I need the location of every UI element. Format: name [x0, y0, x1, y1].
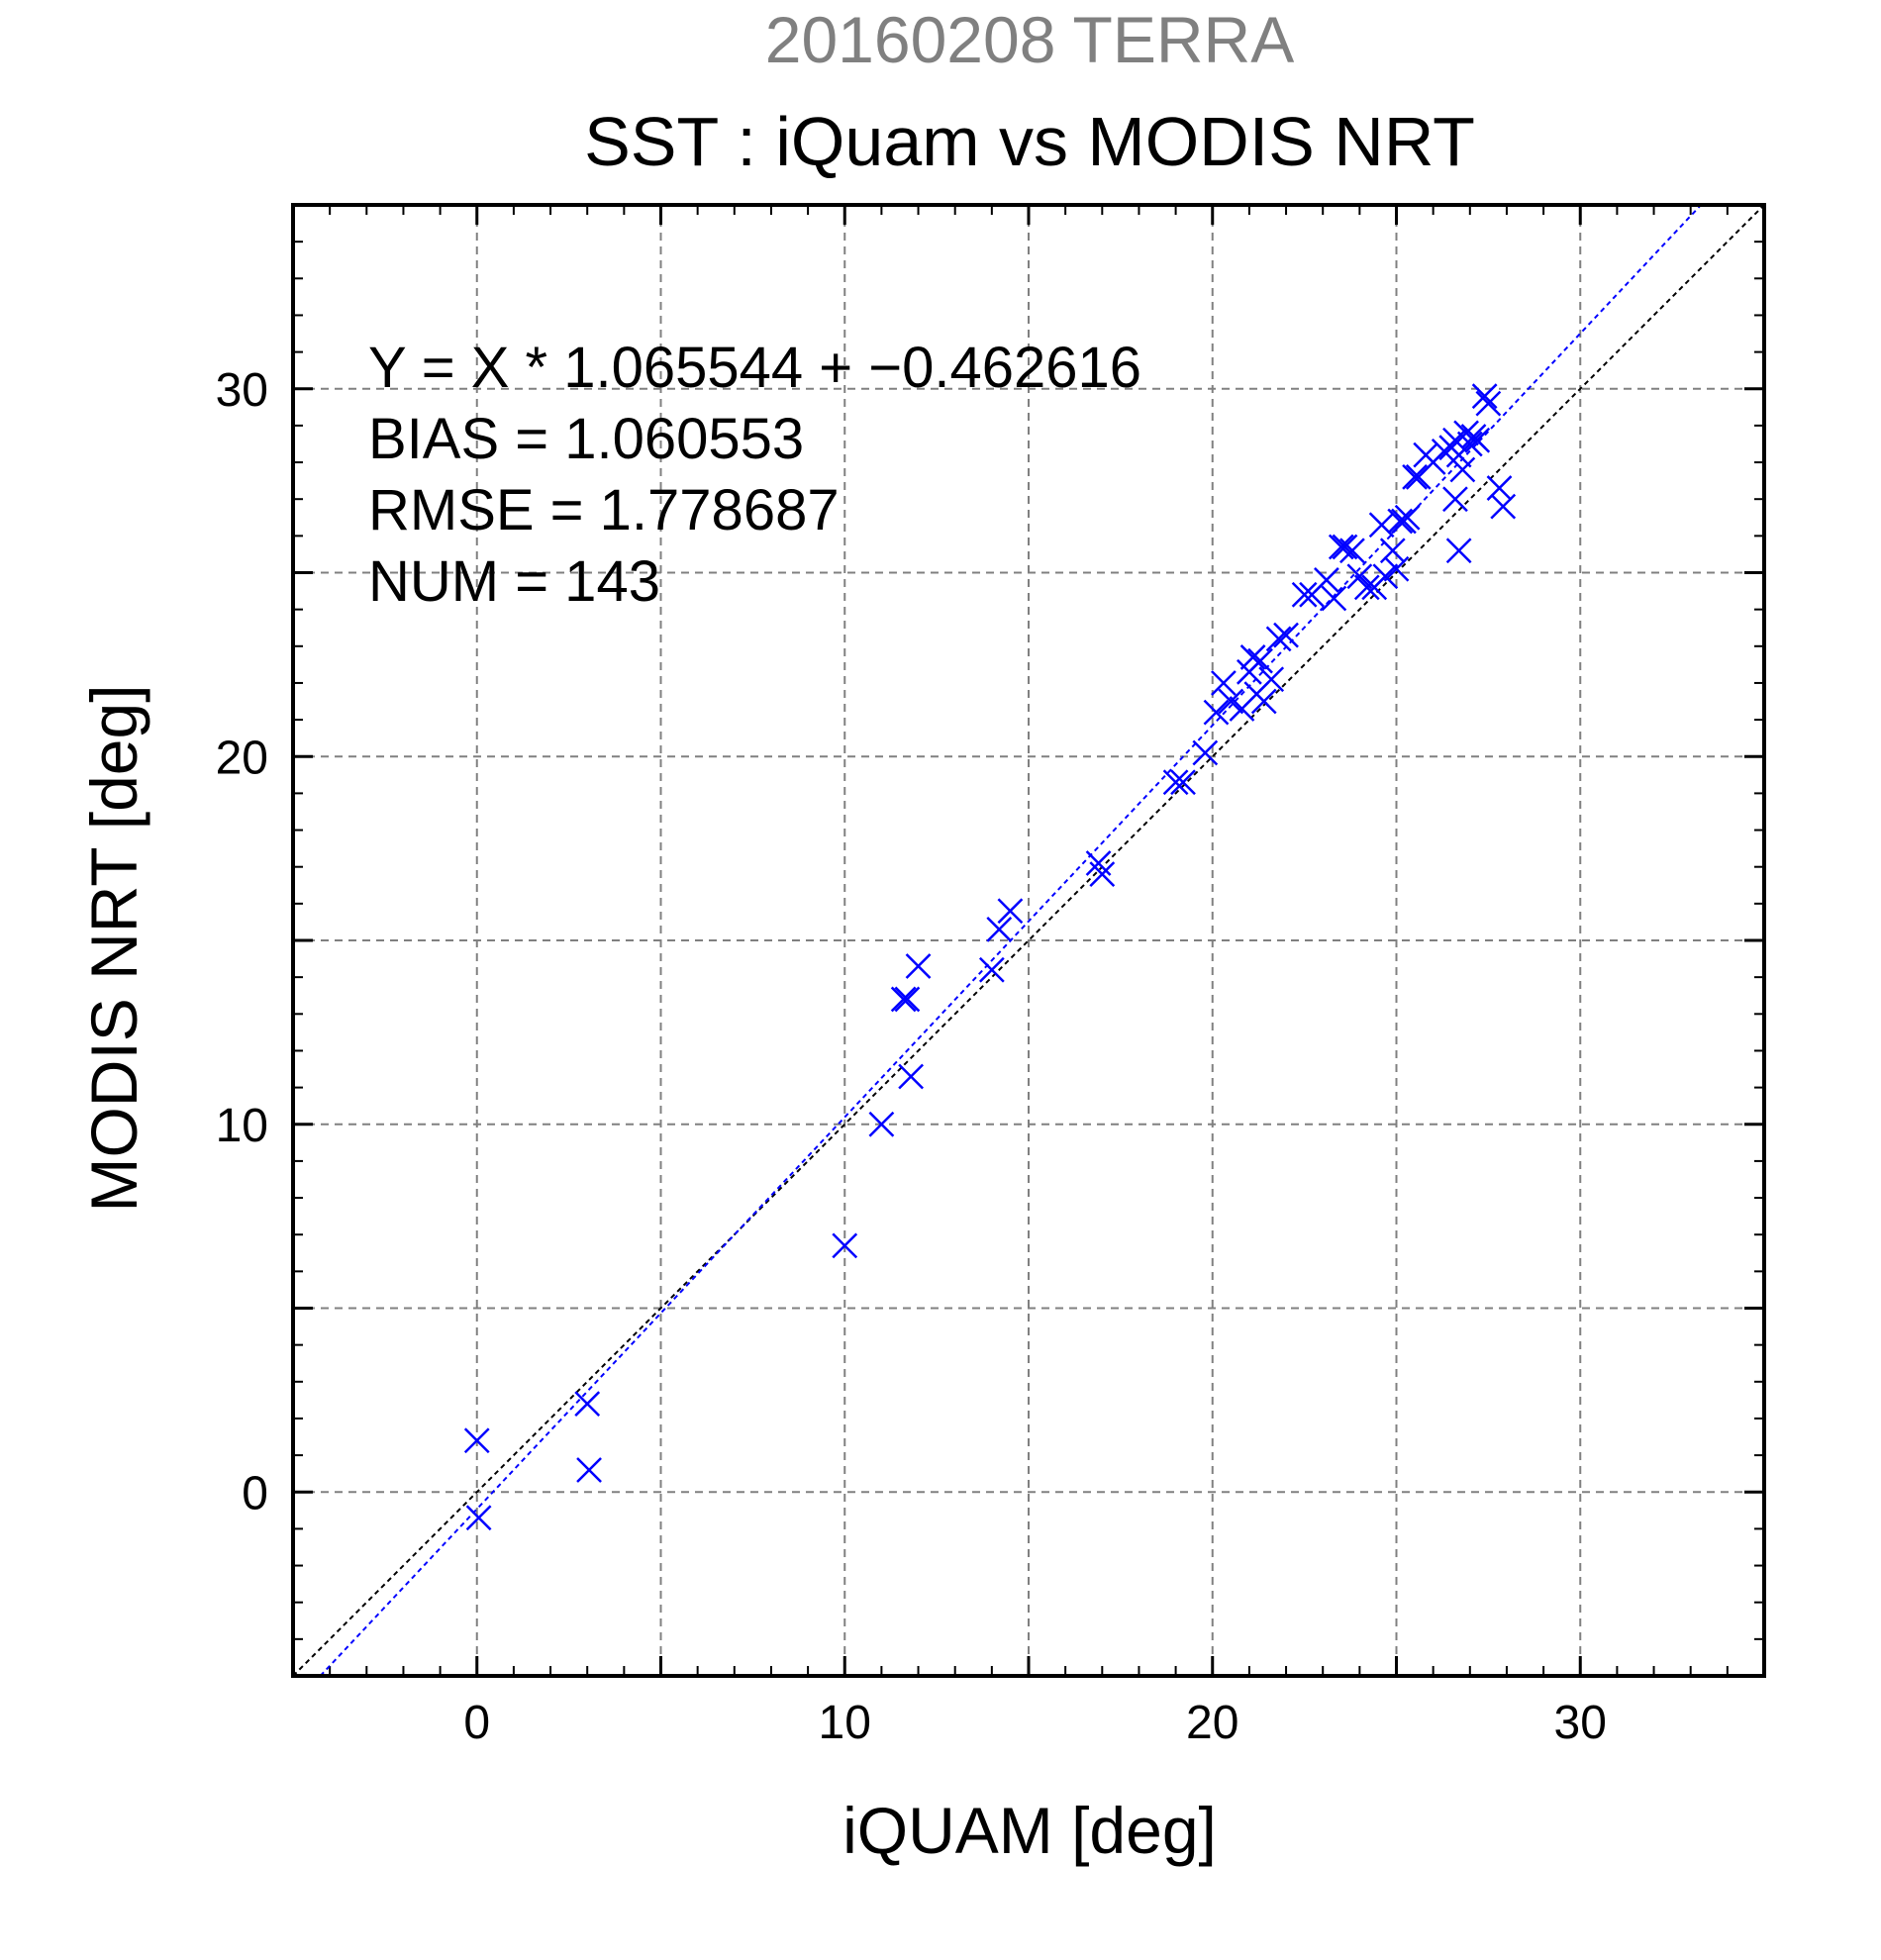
data-point — [1387, 508, 1414, 535]
data-point — [1379, 538, 1406, 564]
chart-suptitle: 20160208 TERRA — [765, 3, 1294, 76]
data-point — [997, 898, 1024, 925]
data-point — [1332, 534, 1358, 560]
data-point — [1464, 427, 1491, 453]
data-point — [1346, 563, 1373, 590]
data-point — [1383, 555, 1410, 582]
data-point — [898, 1063, 925, 1090]
data-point — [1170, 769, 1196, 796]
data-point — [1192, 739, 1219, 766]
data-point — [574, 1391, 601, 1417]
bias-value: BIAS = 1.060553 — [368, 407, 804, 471]
data-point — [1239, 644, 1266, 670]
x-tick-label: 10 — [819, 1697, 871, 1749]
data-point — [1339, 538, 1365, 564]
data-point — [1442, 427, 1468, 453]
data-point — [1218, 688, 1244, 715]
chart-title: SST : iQuam vs MODIS NRT — [584, 103, 1475, 180]
data-point — [1314, 567, 1339, 593]
grid-lines — [293, 205, 1764, 1676]
data-point — [1471, 383, 1498, 410]
data-point — [1442, 486, 1468, 513]
x-axis-title: iQUAM [deg] — [842, 1794, 1217, 1867]
data-point — [1490, 493, 1517, 520]
fit-equation: Y = X * 1.065544 + −0.462616 — [368, 336, 1141, 400]
data-point — [1449, 456, 1476, 483]
data-point — [894, 986, 921, 1013]
data-point — [1353, 574, 1380, 601]
data-point — [1250, 688, 1277, 715]
data-point — [1247, 647, 1273, 674]
y-tick-labels: 0 10 20 30 — [216, 364, 268, 1520]
y-tick-label: 10 — [216, 1100, 268, 1152]
data-point — [463, 1427, 490, 1454]
major-ticks — [293, 205, 1764, 1676]
data-point — [1089, 861, 1116, 888]
data-point — [978, 956, 1005, 983]
data-point — [1265, 626, 1292, 652]
data-points — [463, 383, 1517, 1531]
data-point — [1445, 538, 1472, 564]
data-point — [1394, 504, 1421, 531]
data-point — [986, 916, 1013, 942]
x-tick-label: 30 — [1554, 1697, 1607, 1749]
data-point — [1203, 699, 1230, 726]
data-point — [1211, 670, 1237, 696]
x-tick-labels: 0 10 20 30 — [463, 1697, 1607, 1749]
data-point — [1486, 475, 1513, 501]
data-point — [465, 1505, 492, 1531]
x-tick-label: 20 — [1186, 1697, 1238, 1749]
data-point — [890, 986, 917, 1013]
data-point — [1162, 769, 1189, 796]
data-point — [576, 1457, 602, 1483]
data-point — [1475, 390, 1502, 417]
y-axis-title: MODIS NRT [deg] — [77, 684, 150, 1212]
data-point — [832, 1232, 858, 1259]
data-point — [1456, 431, 1483, 457]
data-point — [1258, 666, 1285, 693]
data-point — [1372, 563, 1399, 590]
data-point — [1291, 581, 1318, 608]
num-value: NUM = 143 — [368, 549, 660, 614]
y-tick-label: 0 — [242, 1467, 268, 1519]
data-point — [868, 1111, 895, 1137]
data-point — [1402, 464, 1428, 490]
y-tick-label: 20 — [216, 732, 268, 784]
data-point — [1273, 622, 1299, 648]
y-tick-label: 30 — [216, 364, 268, 417]
data-point — [1321, 585, 1347, 612]
x-tick-label: 0 — [463, 1697, 490, 1749]
stats-box: Y = X * 1.065544 + −0.462616 BIAS = 1.06… — [368, 336, 1141, 614]
rmse-value: RMSE = 1.778687 — [368, 478, 840, 542]
data-point — [1368, 512, 1395, 539]
plot-frame — [291, 203, 1766, 1678]
data-point — [905, 953, 932, 979]
